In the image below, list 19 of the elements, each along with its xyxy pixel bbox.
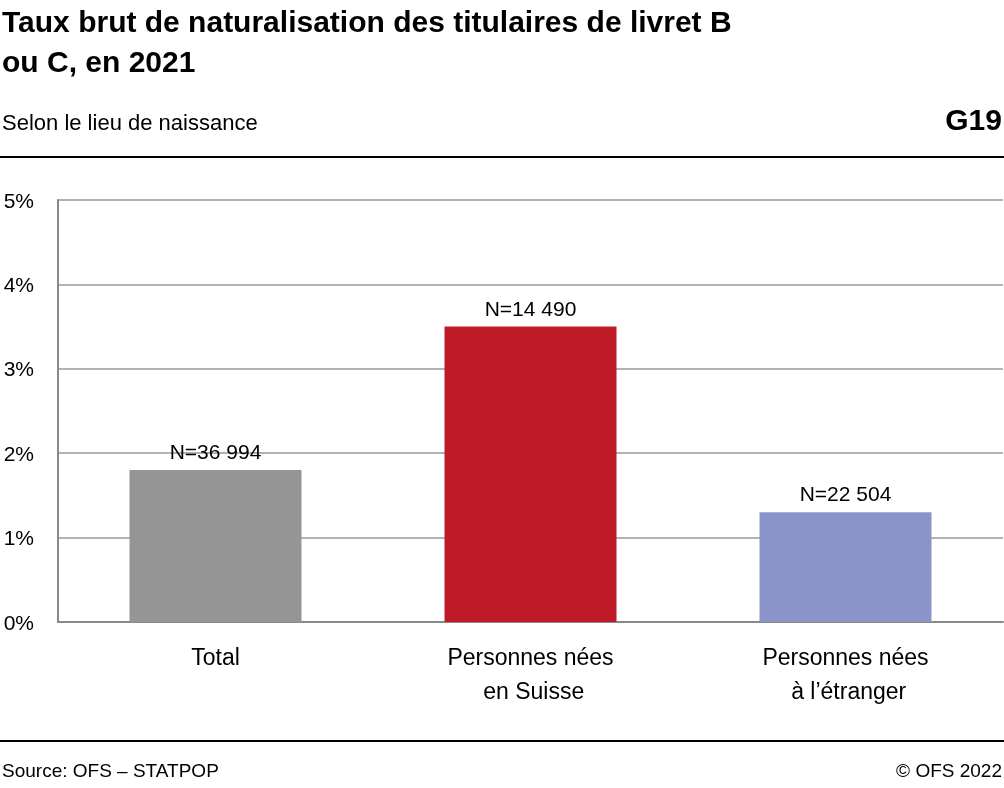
- y-tick-label: 1%: [3, 526, 34, 550]
- y-tick-label: 3%: [3, 357, 34, 381]
- y-tick-label: 4%: [3, 272, 34, 296]
- y-tick-label: 5%: [3, 188, 34, 212]
- text: G19: [945, 103, 1002, 137]
- bar: [444, 326, 617, 622]
- y-tick-label: 0%: [3, 610, 34, 634]
- chart-title: Taux brut de naturalisation des titulaires de livret B ou C, en 2021: [2, 4, 732, 80]
- annotation: N=36 994: [169, 440, 262, 464]
- annotation: N=14 490: [484, 296, 577, 320]
- source-note: Source: OFS – STATPOP: [2, 760, 219, 782]
- annotation: N=22 504: [799, 482, 892, 506]
- x-tick-label: Personnes nées à l’étranger: [762, 644, 929, 704]
- x-tick-label: Total: [191, 644, 240, 670]
- x-tick-label: Personnes nées en Suisse: [447, 644, 614, 704]
- bar: [759, 512, 932, 622]
- chart-subtitle: Selon le lieu de naissance: [2, 110, 258, 136]
- text: © OFS 2022: [896, 760, 1002, 782]
- y-tick-label: 2%: [3, 441, 34, 465]
